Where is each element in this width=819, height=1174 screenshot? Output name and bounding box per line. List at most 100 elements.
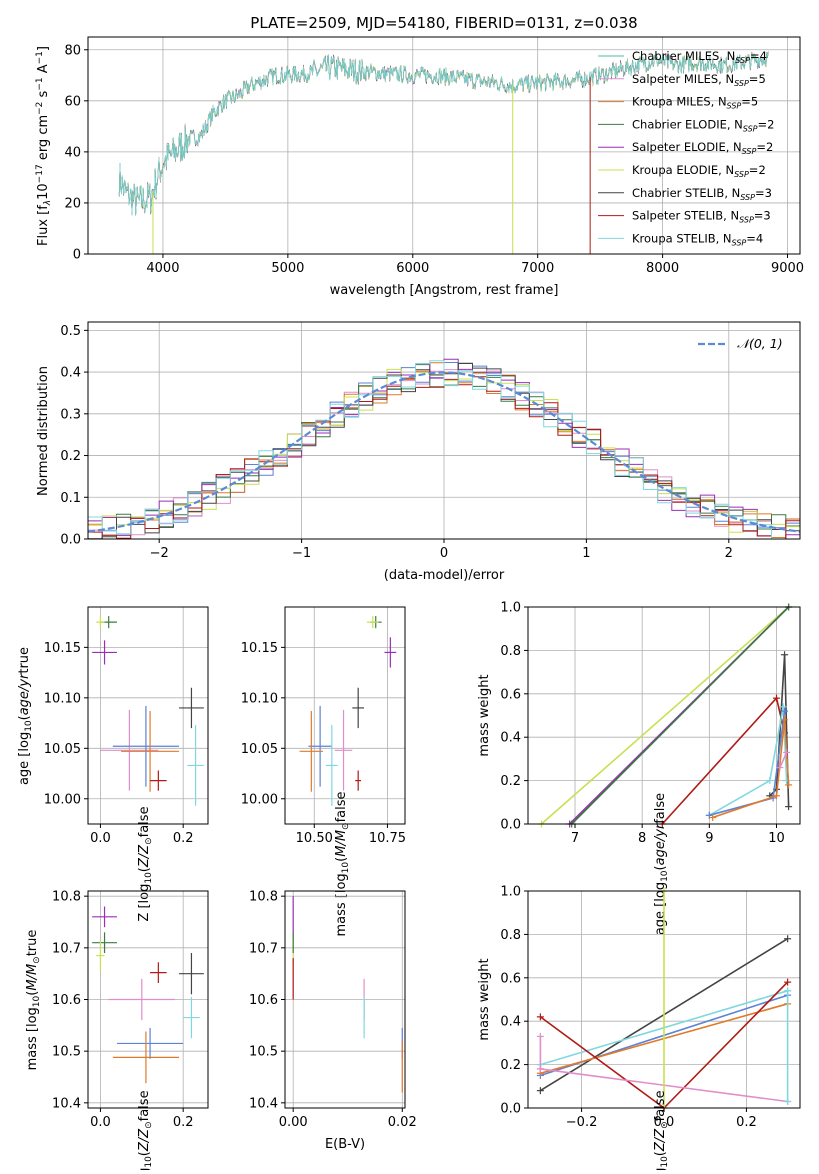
mass-vs-ebv-plot	[292, 896, 403, 1093]
axis-label-sub: ⊙	[144, 837, 154, 845]
y-tick-label: 10.15	[241, 641, 278, 656]
axis-label-close: false	[137, 806, 152, 837]
y-tick-label: 0.2	[500, 774, 521, 789]
legend-n: 3	[763, 209, 770, 223]
legend-subscript: SSP	[732, 238, 747, 247]
x-tick-label: 7000	[521, 261, 554, 276]
x-tick-label: 2	[725, 546, 733, 561]
y-tick-label: 0.6	[500, 971, 521, 986]
y-tick-label: 20	[64, 196, 81, 211]
axis-label-close: false	[653, 793, 668, 824]
y-tick-label: 0.0	[500, 1102, 521, 1117]
y-axis-label: Normed distribution	[36, 366, 51, 496]
text: mass [log10(M/M⊙false	[334, 791, 351, 936]
y-tick-label: 0.4	[500, 1015, 521, 1030]
legend-n: 3	[765, 186, 772, 200]
axis-label-sub10: 10	[341, 862, 351, 874]
x-tick-label: 6000	[396, 261, 429, 276]
legend-entry: Salpeter MILES, NSSP=5	[632, 72, 766, 88]
errorbar-point	[308, 705, 332, 787]
y-label-erg: erg cm	[36, 115, 51, 164]
text: mass [log10(M/M⊙true	[25, 930, 42, 1071]
x-tick-label: 0.2	[173, 831, 194, 846]
errorbar-point	[96, 940, 105, 972]
axis-label-sub10: 10	[144, 1156, 154, 1168]
x-tick-label: −2	[150, 546, 169, 561]
y-label-exp3: −1	[35, 77, 45, 90]
legend-n: 5	[758, 72, 765, 86]
y-tick-label: 0.3	[60, 407, 81, 422]
legend-entry: 𝒩(0, 1)	[737, 336, 783, 351]
errorbar-point	[112, 1031, 180, 1084]
y-tick-label: 10.00	[241, 792, 278, 807]
spectrum-plot	[118, 51, 769, 254]
axis-label-sub: ⊙	[32, 956, 42, 964]
y-tick-label: 10.15	[44, 641, 81, 656]
x-tick-label: 10.50	[296, 831, 333, 846]
legend-entry-label: Chabrier MILES, N	[632, 49, 735, 63]
x-tick-label: 0.00	[279, 1115, 308, 1130]
x-tick-label: 0.2	[173, 1115, 194, 1130]
y-label-exp4: −1	[35, 51, 45, 64]
errorbar-point	[92, 906, 117, 928]
axis-label-quantity: Z/Z	[137, 844, 152, 868]
errorbar-point	[366, 616, 379, 629]
legend-entry-label: Chabrier STELIB, N	[632, 186, 740, 200]
plus-marker	[536, 1032, 544, 1040]
y-tick-label: 0.8	[500, 644, 521, 659]
weight-line-kroupa-stelib	[708, 706, 788, 816]
legend-entry-label: Salpeter ELODIE, N	[632, 140, 742, 154]
y-label-close: ]	[36, 46, 51, 51]
y-tick-label: 10.10	[241, 691, 278, 706]
x-tick-label: −1	[292, 546, 311, 561]
y-tick-label: 1.0	[500, 601, 521, 616]
y-tick-label: 0.2	[500, 1058, 521, 1073]
spectrum-line-kroupa-stelib	[118, 52, 769, 216]
x-tick-label: 9	[705, 831, 713, 846]
text: Z [log10(Z/Z⊙false	[137, 806, 154, 921]
legend-subscript: SSP	[735, 56, 750, 65]
residual-histogram-plot	[87, 358, 801, 540]
legend-subscript: SSP	[739, 216, 754, 225]
legend-n: 4	[760, 49, 767, 63]
legend-entry-label: Chabrier ELODIE, N	[632, 117, 743, 131]
legend-entry-label: Kroupa ELODIE, N	[632, 163, 734, 177]
axis-label-sub10: 10	[32, 995, 42, 1007]
histogram-legend: 𝒩(0, 1)	[698, 336, 783, 351]
y-tick-label: 10.8	[249, 890, 278, 905]
weight-line-salpeter-miles	[779, 752, 788, 768]
mass-weight-vs-age-frame: 7 8 9 10 0.0 0.2 0.4 0.6 0.8 1.0	[500, 601, 801, 846]
legend-subscript: SSP	[727, 102, 742, 111]
errorbar-point	[112, 705, 180, 787]
axis-label-close: true	[25, 930, 40, 957]
axis-label-sub10: 10	[24, 720, 34, 732]
mass-vs-ebv-frame: 0.00 0.02 10.4 10.5 10.6 10.7 10.8	[249, 890, 417, 1130]
legend-equals: =	[749, 163, 759, 177]
mass-weight-vs-z-frame: −0.2 0.0 0.2 0.0 0.2 0.4 0.6 0.8 1.0	[500, 885, 801, 1130]
x-tick-label: 8	[638, 831, 646, 846]
y-tick-label: 0.0	[60, 533, 81, 548]
legend-entry: Kroupa ELODIE, NSSP=2	[632, 163, 766, 179]
errorbar-point	[187, 725, 204, 806]
y-tick-label: 80	[64, 43, 81, 58]
weight-line-chabrier-elodie	[571, 606, 790, 825]
legend-entry-label: Salpeter STELIB, N	[632, 209, 739, 223]
axes-frame	[284, 606, 406, 825]
plus-marker	[772, 694, 780, 702]
errorbar-point	[179, 953, 204, 995]
errorbar-point	[334, 709, 353, 791]
y-axis-label: mass weight	[477, 674, 492, 756]
errorbar-point	[121, 710, 180, 792]
y-tick-label: 0.4	[500, 731, 521, 746]
x-axis-label: (data-model)/error	[384, 568, 505, 583]
y-label-a: A	[36, 64, 51, 77]
axis-label-close: false	[137, 1090, 152, 1121]
age-vs-mass-axes	[285, 607, 405, 824]
y-tick-label: 40	[64, 145, 81, 160]
y-tick-label: 0.0	[500, 818, 521, 833]
errorbar-point	[355, 770, 362, 791]
axis-label-sub: ⊙	[144, 1121, 154, 1129]
y-label-exp: −17	[35, 164, 45, 183]
y-tick-label: 10.6	[249, 993, 278, 1008]
axis-label-base: mass [log	[25, 1007, 40, 1070]
